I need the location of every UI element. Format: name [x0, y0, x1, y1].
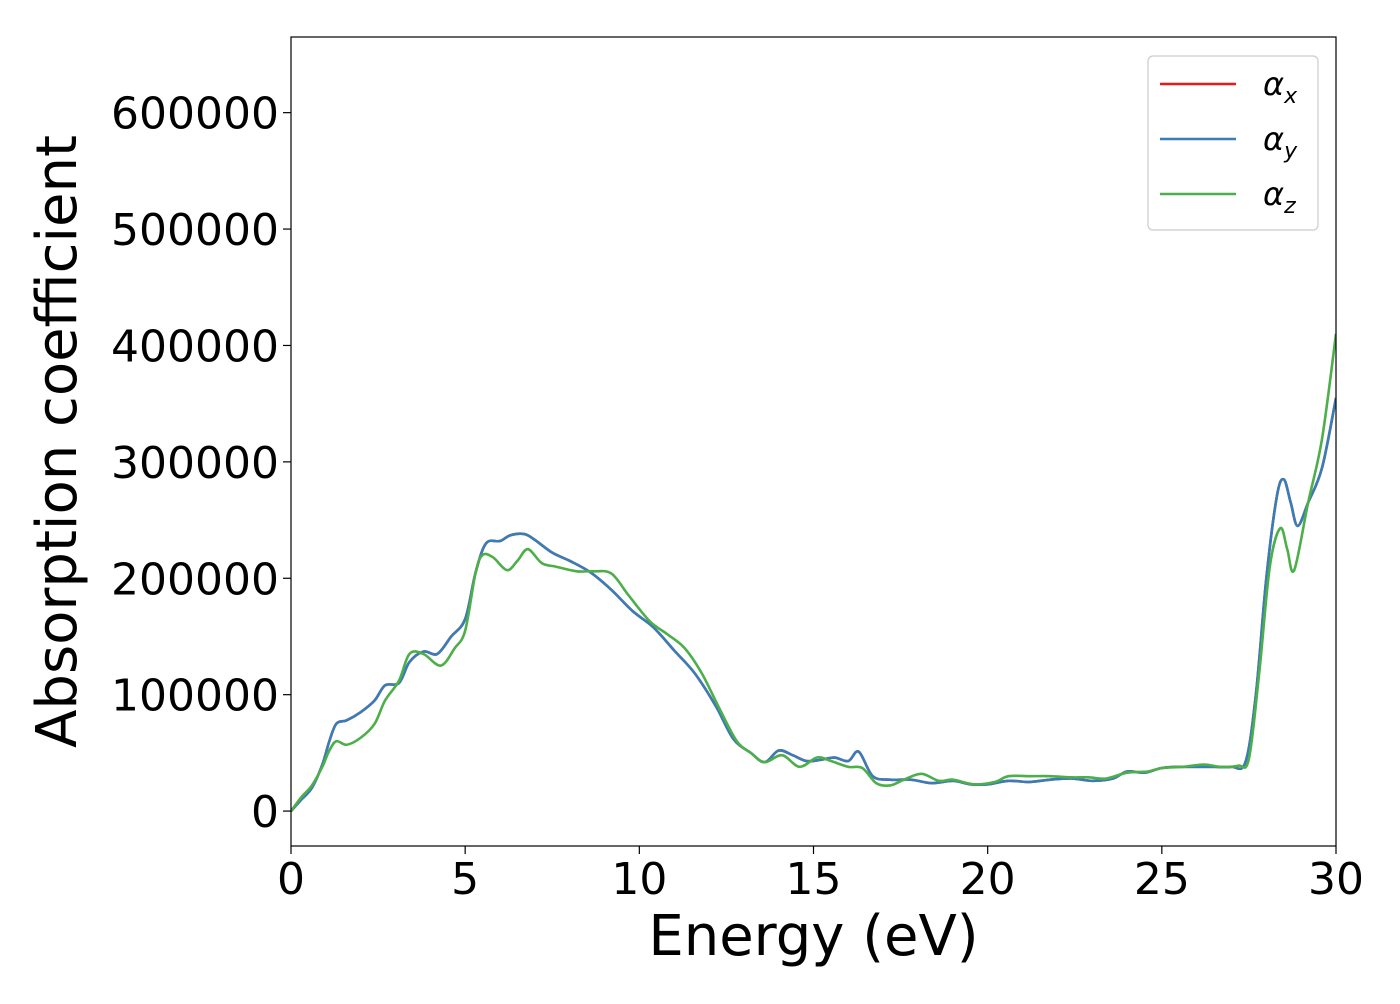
y-tick-label: 600000	[111, 89, 279, 140]
x-tick-label: 0	[277, 854, 305, 905]
x-tick-label: 25	[1134, 854, 1190, 905]
x-tick-label: 5	[451, 854, 479, 905]
y-axis-title: Absorption coefficient	[25, 135, 90, 748]
y-tick-label: 400000	[111, 321, 279, 372]
x-tick-label: 10	[611, 854, 667, 905]
y-tick-label: 100000	[111, 671, 279, 722]
y-tick-label: 0	[251, 787, 279, 838]
series-layer	[291, 333, 1336, 812]
legend-label-alpha-y: αy	[1263, 120, 1298, 164]
y-axis-ticks: 0 100000 200000 300000 400000 500000 600000	[111, 89, 291, 838]
x-tick-label: 20	[960, 854, 1016, 905]
x-axis-title: Energy (eV)	[648, 904, 978, 969]
legend-box	[1147, 55, 1319, 231]
y-tick-label: 500000	[111, 205, 279, 256]
x-tick-label: 30	[1308, 854, 1364, 905]
series-line-alpha-y	[291, 397, 1336, 812]
legend: αx αy αz	[1147, 55, 1319, 231]
legend-label-alpha-z: αz	[1263, 175, 1296, 219]
series-line-alpha-x	[291, 397, 1336, 812]
y-tick-label: 200000	[111, 554, 279, 605]
series-line-alpha-z	[291, 333, 1336, 812]
legend-label-alpha-x: αx	[1263, 65, 1298, 109]
y-tick-label: 300000	[111, 438, 279, 489]
x-tick-label: 15	[786, 854, 842, 905]
x-axis-ticks: 0 5 10 15 20 25 30	[277, 846, 1364, 905]
